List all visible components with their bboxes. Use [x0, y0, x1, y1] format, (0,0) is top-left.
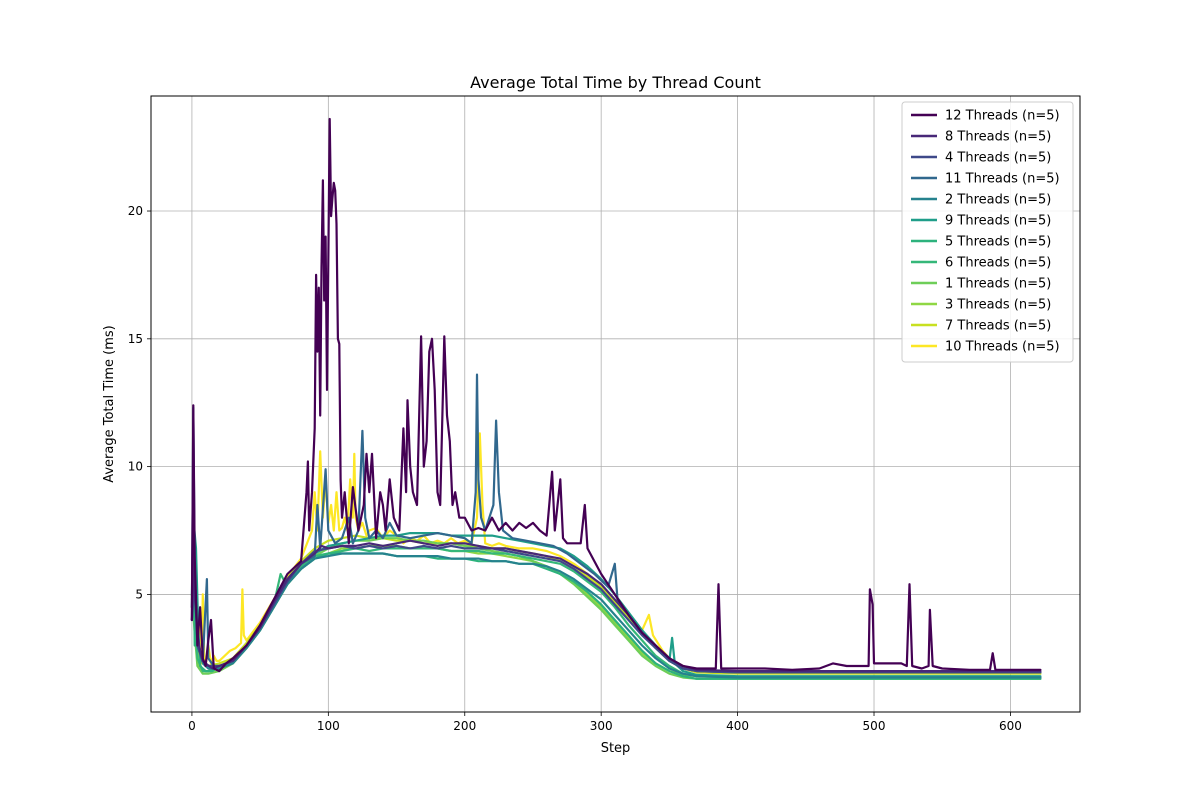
legend-label-11-threads: 11 Threads (n=5) — [945, 172, 1060, 187]
legend-label-6-threads: 6 Threads (n=5) — [945, 256, 1051, 271]
x-tick-label: 500 — [863, 719, 886, 733]
legend: 12 Threads (n=5) 8 Threads (n=5) 4 Threads… — [901, 101, 1074, 363]
x-tick-label: 600 — [999, 719, 1022, 733]
y-tick-label: 20 — [128, 204, 143, 218]
legend-label-4-threads: 4 Threads (n=5) — [945, 151, 1051, 166]
legend-label-3-threads: 3 Threads (n=5) — [945, 298, 1051, 313]
legend-label-12-threads: 12 Threads (n=5) — [945, 109, 1060, 124]
legend-label-10-threads: 10 Threads (n=5) — [945, 340, 1060, 355]
legend-label-2-threads: 2 Threads (n=5) — [945, 193, 1051, 208]
x-tick-label: 100 — [317, 719, 340, 733]
series-group — [190, 117, 1042, 680]
plot-area-frame — [150, 95, 1081, 713]
legend-label-8-threads: 8 Threads (n=5) — [945, 130, 1051, 145]
legend-box — [901, 101, 1074, 363]
chart-title: Average Total Time by Thread Count — [470, 73, 761, 92]
x-tick-label: 200 — [453, 719, 476, 733]
series-line-12-threads — [190, 117, 1042, 673]
axis-ticks: 0 100 200 300 400 500 600 5 10 15 20 — [128, 204, 1022, 733]
y-tick-label: 5 — [135, 587, 143, 601]
y-tick-label: 15 — [128, 332, 143, 346]
legend-label-1-threads: 1 Threads (n=5) — [945, 277, 1051, 292]
x-tick-label: 300 — [590, 719, 613, 733]
series-line-2-threads — [190, 552, 1042, 679]
y-tick-label: 10 — [128, 460, 143, 474]
legend-label-7-threads: 7 Threads (n=5) — [945, 319, 1051, 334]
x-tick-label: 0 — [188, 719, 196, 733]
legend-label-5-threads: 5 Threads (n=5) — [945, 235, 1051, 250]
y-axis-label: Average Total Time (ms) — [102, 325, 117, 483]
legend-label-9-threads: 9 Threads (n=5) — [945, 214, 1051, 229]
x-tick-label: 400 — [726, 719, 749, 733]
x-axis-label: Step — [601, 741, 631, 756]
